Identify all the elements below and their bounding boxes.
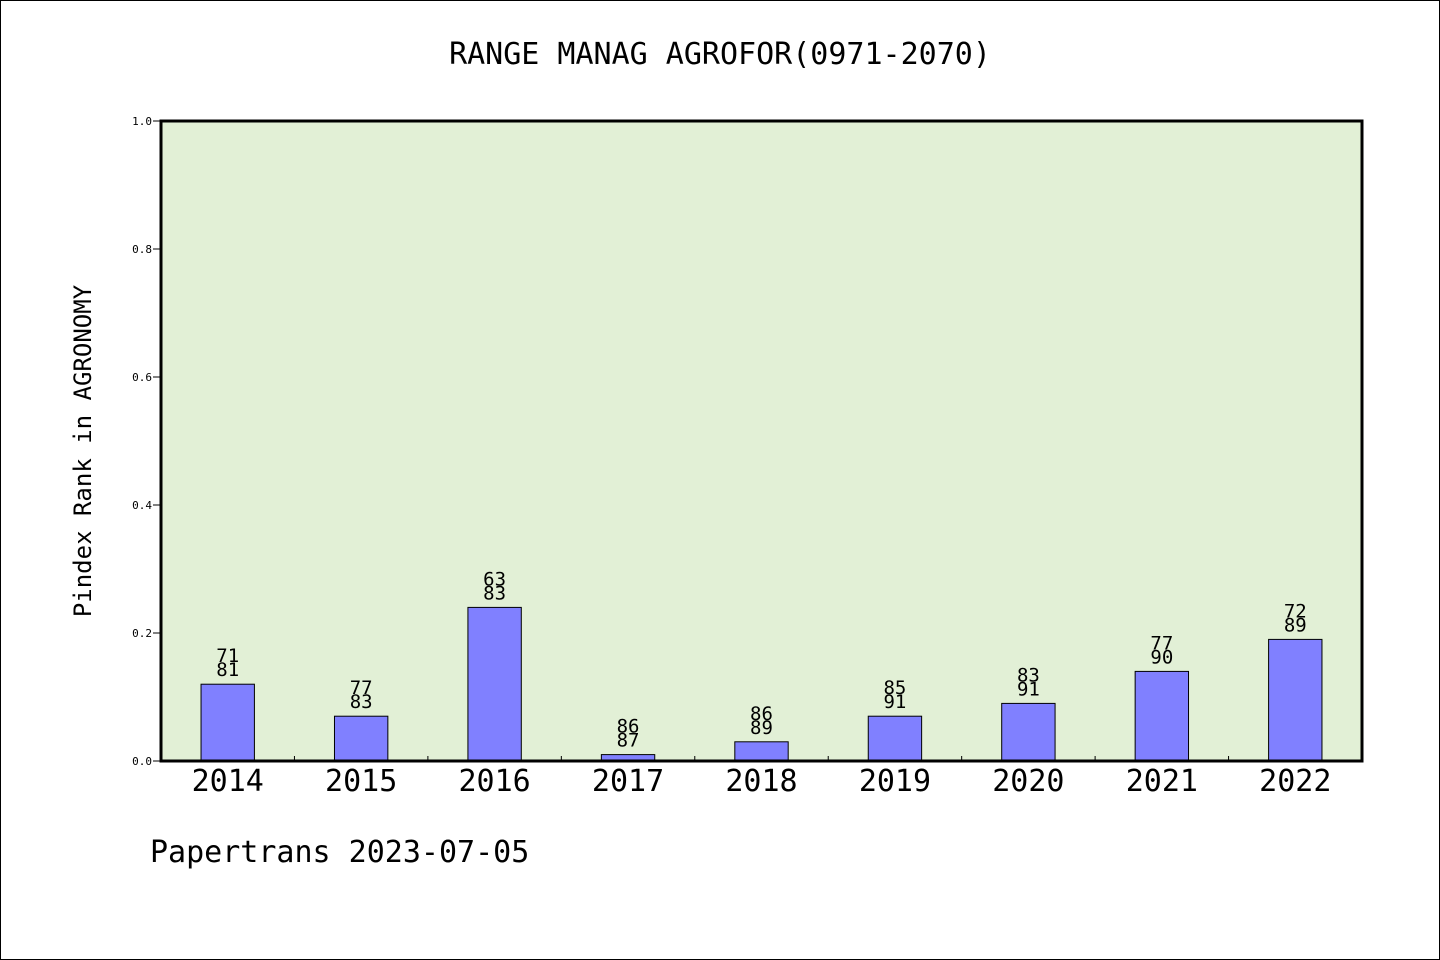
bar-label-bottom: 91 bbox=[1017, 678, 1040, 700]
bar-label-top: 63 bbox=[483, 568, 506, 590]
bar-label-top: 77 bbox=[1150, 632, 1173, 654]
bar-label-top: 86 bbox=[750, 703, 773, 725]
y-tick-label: 0.6 bbox=[132, 371, 152, 384]
bar-label-bottom: 89 bbox=[750, 717, 773, 739]
y-tick-label: 0.0 bbox=[132, 755, 152, 768]
x-tick-label: 2018 bbox=[725, 764, 797, 799]
bar-label-bottom: 91 bbox=[883, 691, 906, 713]
y-tick-label: 0.8 bbox=[132, 243, 152, 256]
bar-label-top: 77 bbox=[350, 677, 373, 699]
footer-note: Papertrans 2023-07-05 bbox=[150, 835, 530, 870]
x-tick-label: 2022 bbox=[1259, 764, 1331, 799]
y-tick-label: 0.4 bbox=[132, 499, 152, 512]
x-tick-label: 2019 bbox=[859, 764, 931, 799]
x-axis: 2014 2015 2016 2017 2018 2019 2020 2021 2022 bbox=[192, 756, 1331, 799]
y-axis: 0.0 0.2 0.4 0.6 0.8 1.0 bbox=[132, 115, 161, 768]
bar-2022 bbox=[1268, 638, 1323, 762]
plot-border bbox=[159, 119, 1364, 763]
bar-label-bottom: 81 bbox=[216, 659, 239, 681]
x-tick-label: 2016 bbox=[458, 764, 530, 799]
x-tick-label: 2014 bbox=[192, 764, 264, 799]
bar-2018 bbox=[734, 741, 789, 762]
bar-2015 bbox=[333, 715, 389, 762]
bar-2019 bbox=[867, 715, 923, 762]
y-tick-label: 1.0 bbox=[132, 115, 152, 128]
bar-label-top: 72 bbox=[1284, 600, 1307, 622]
y-axis-label: Pindex Rank in AGRONOMY bbox=[69, 284, 97, 617]
bar-label-bottom: 83 bbox=[350, 691, 373, 713]
bar-label-top: 83 bbox=[1017, 664, 1040, 686]
bar-2014 bbox=[200, 683, 255, 762]
bar-2016 bbox=[467, 606, 522, 762]
plot-area bbox=[161, 121, 1362, 761]
bar-label-top: 85 bbox=[883, 677, 906, 699]
bar-label-top: 71 bbox=[216, 645, 239, 667]
bar-label-bottom: 90 bbox=[1150, 646, 1173, 668]
y-tick-label: 0.2 bbox=[132, 627, 152, 640]
x-tick-label: 2020 bbox=[992, 764, 1064, 799]
x-tick-label: 2021 bbox=[1126, 764, 1198, 799]
x-tick-label: 2017 bbox=[592, 764, 664, 799]
bar-label-bottom: 83 bbox=[483, 582, 506, 604]
bar-label-bottom: 87 bbox=[617, 730, 640, 752]
chart-title: RANGE MANAG AGROFOR(0971-2070) bbox=[449, 37, 991, 72]
bar-label-bottom: 89 bbox=[1284, 614, 1307, 636]
bar-label-top: 86 bbox=[617, 716, 640, 738]
x-tick-label: 2015 bbox=[325, 764, 397, 799]
bar-2021 bbox=[1134, 670, 1190, 762]
bar-2020 bbox=[1001, 702, 1056, 762]
